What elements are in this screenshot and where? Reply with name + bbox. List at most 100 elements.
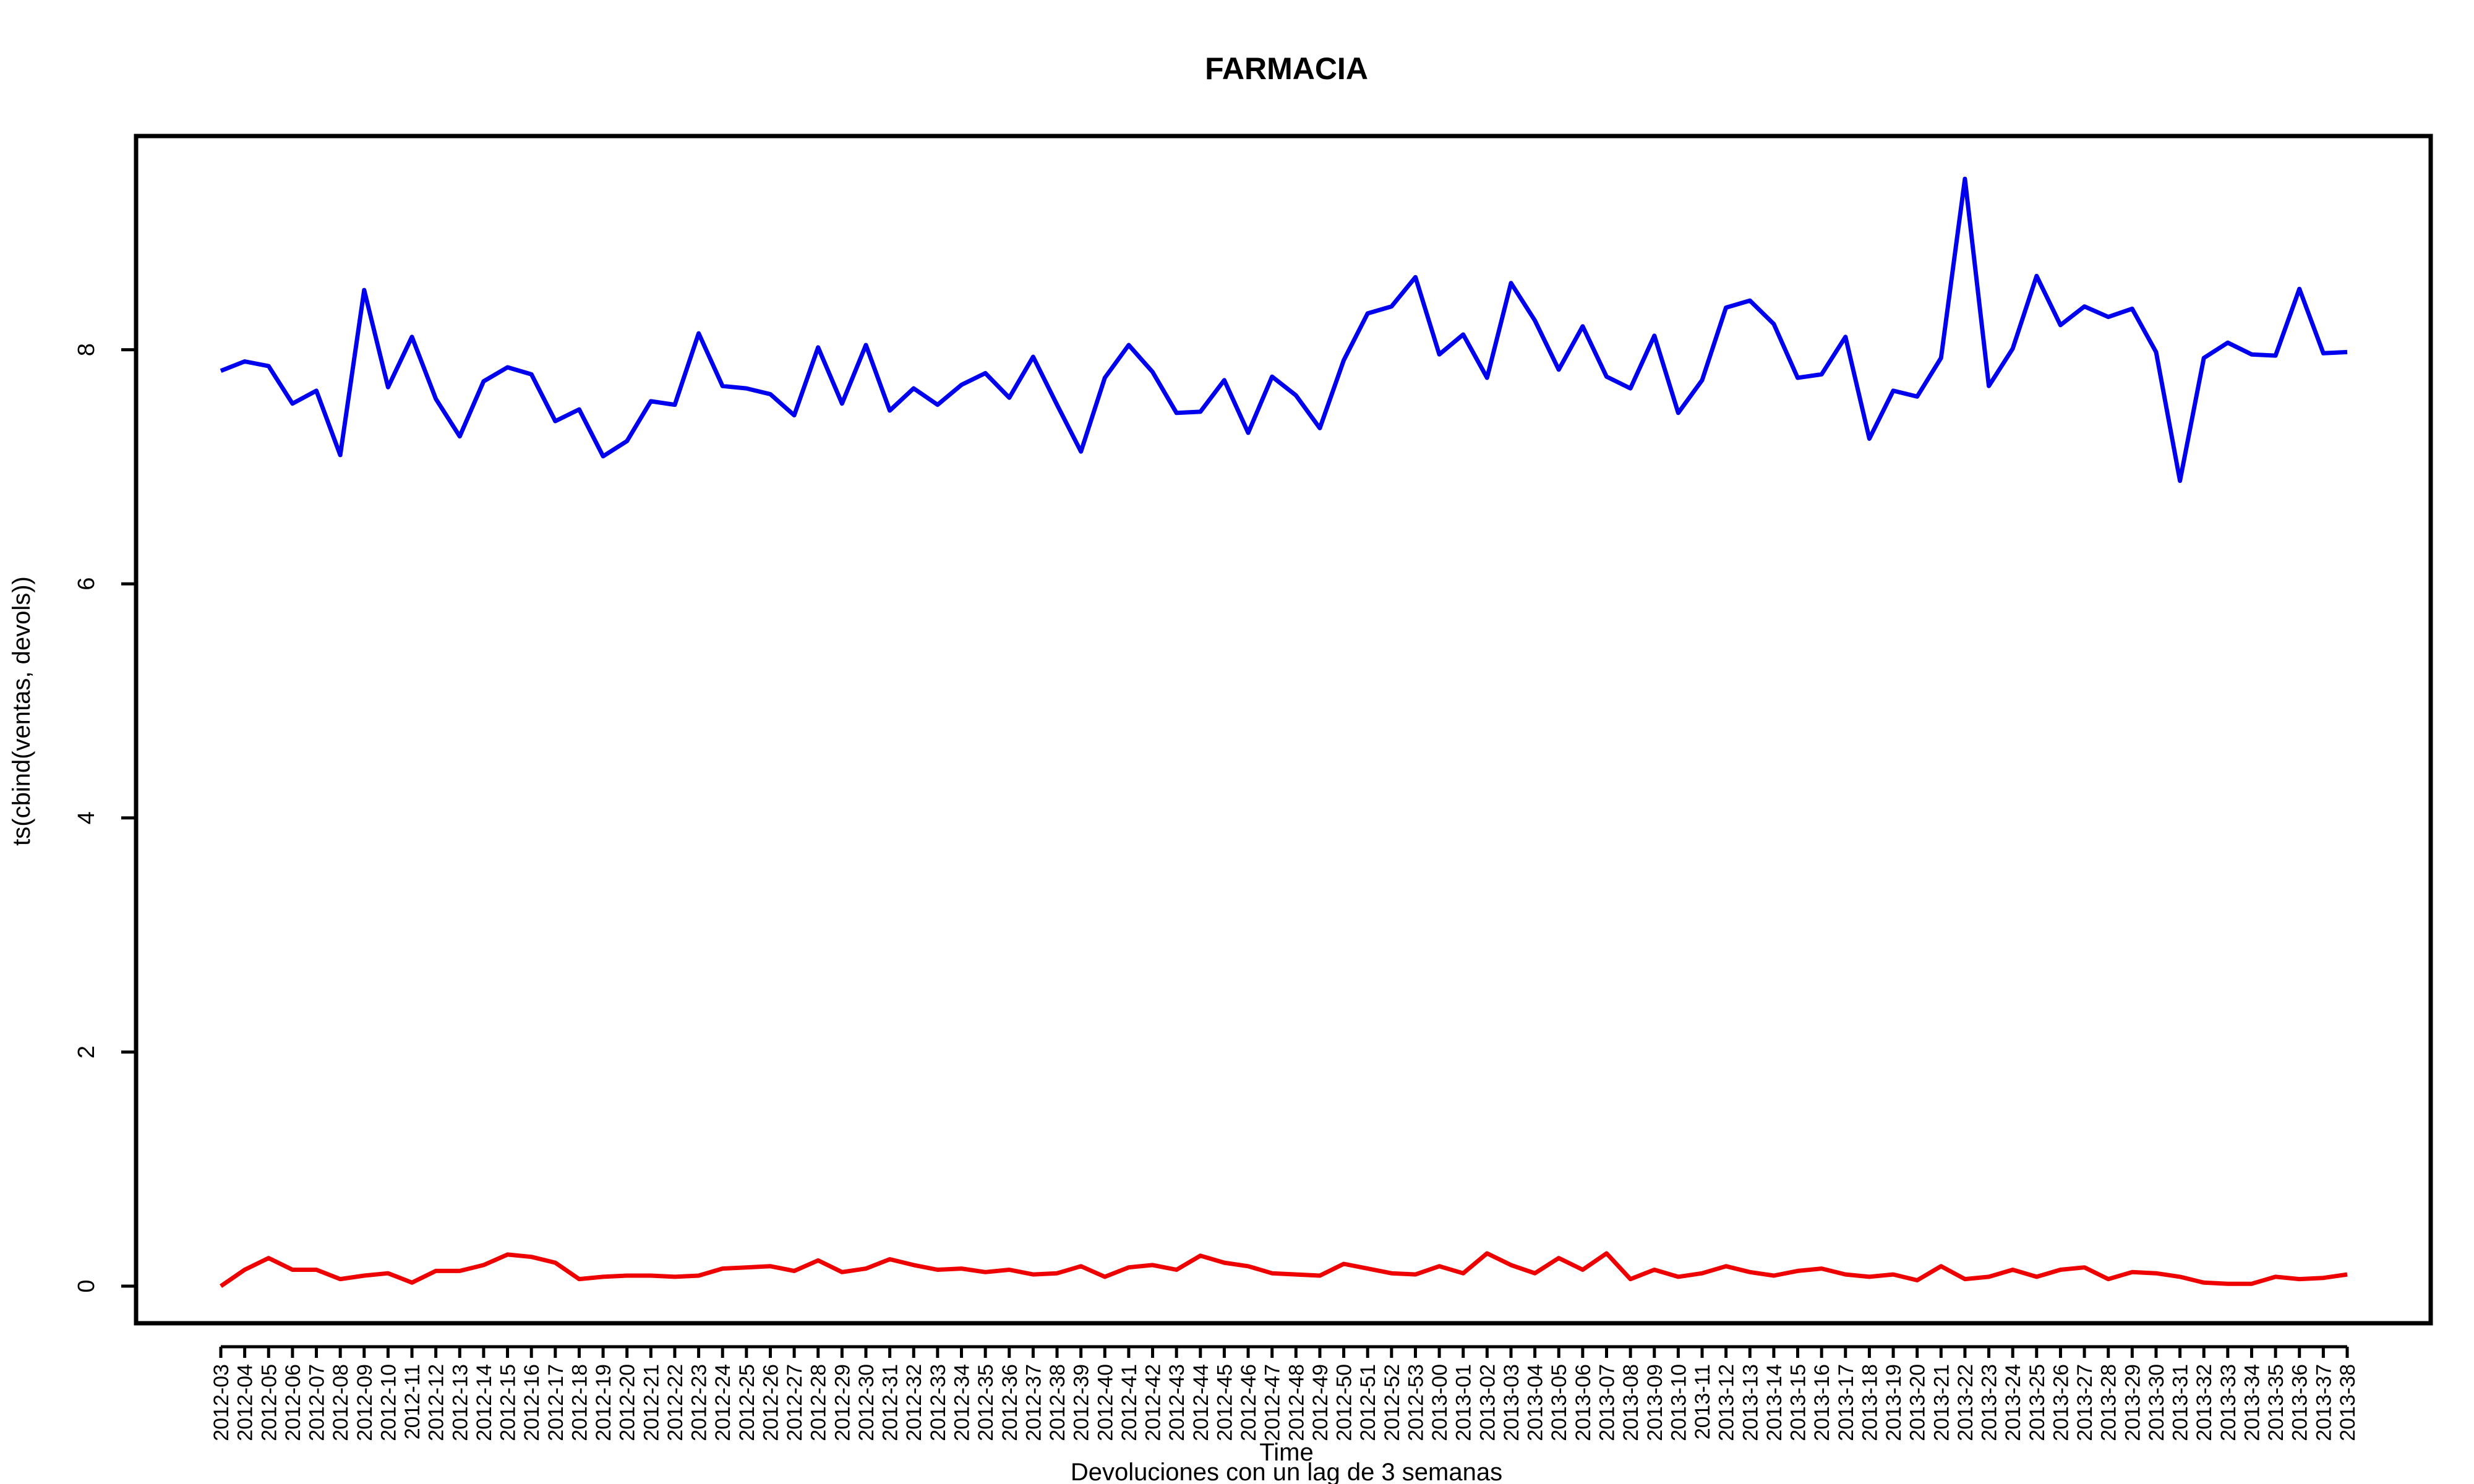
x-tick-label: 2012-20	[616, 1364, 640, 1441]
x-tick-label: 2013-25	[2026, 1364, 2049, 1441]
x-tick-label: 2012-28	[807, 1364, 831, 1441]
x-tick-label: 2012-18	[568, 1364, 591, 1441]
x-tick-label: 2013-13	[1739, 1364, 1762, 1441]
y-tick-label: 0	[74, 1279, 100, 1292]
x-tick-label: 2013-06	[1572, 1364, 1595, 1441]
x-tick-label: 2013-34	[2240, 1364, 2264, 1441]
x-tick-label: 2012-03	[210, 1364, 233, 1441]
x-tick-label: 2012-10	[377, 1364, 400, 1441]
x-tick-label: 2013-09	[1643, 1364, 1667, 1441]
x-tick-label: 2012-06	[281, 1364, 305, 1441]
x-tick-label: 2012-19	[592, 1364, 615, 1441]
x-tick-label: 2012-47	[1261, 1364, 1285, 1441]
x-tick-label: 2012-11	[401, 1364, 424, 1439]
x-tick-label: 2013-19	[1882, 1364, 1906, 1441]
x-tick-label: 2012-17	[544, 1364, 568, 1441]
x-tick-label: 2013-38	[2336, 1364, 2360, 1441]
chart-subtitle: Devoluciones con un lag de 3 semanas	[1071, 1459, 1502, 1484]
x-tick-label: 2012-33	[927, 1364, 950, 1441]
x-tick-label: 2012-29	[831, 1364, 854, 1441]
x-tick-label: 2013-29	[2121, 1364, 2144, 1441]
x-tick-label: 2012-52	[1380, 1364, 1404, 1441]
x-tick-label: 2012-35	[974, 1364, 998, 1441]
x-tick-label: 2013-37	[2312, 1364, 2335, 1441]
x-tick-label: 2012-48	[1285, 1364, 1308, 1441]
plot-frame	[134, 134, 2433, 1326]
x-tick-label: 2013-32	[2193, 1364, 2216, 1441]
x-tick-label: 2013-01	[1452, 1364, 1476, 1441]
x-tick-label: 2012-43	[1165, 1364, 1189, 1441]
y-tick-label: 6	[74, 578, 100, 591]
x-tick-label: 2012-15	[497, 1364, 520, 1441]
x-tick-label: 2012-21	[640, 1364, 663, 1441]
x-tick-label: 2012-13	[448, 1364, 472, 1441]
x-tick-label: 2012-24	[711, 1364, 735, 1441]
x-tick-label: 2013-18	[1858, 1364, 1881, 1441]
x-tick-label: 2013-30	[2145, 1364, 2168, 1441]
x-tick-label: 2012-31	[879, 1364, 902, 1441]
x-tick-label: 2012-42	[1142, 1364, 1165, 1441]
x-tick-label: 2012-36	[998, 1364, 1022, 1441]
x-tick-label: 2012-45	[1213, 1364, 1236, 1441]
x-tick-label: 2012-26	[759, 1364, 782, 1441]
x-tick-label: 2013-08	[1619, 1364, 1643, 1441]
x-tick-label: 2012-25	[735, 1364, 759, 1441]
x-tick-label: 2012-49	[1309, 1364, 1332, 1441]
x-tick-label: 2012-12	[425, 1364, 448, 1441]
x-tick-label: 2013-36	[2288, 1364, 2312, 1441]
x-tick-label: 2012-16	[520, 1364, 544, 1441]
x-tick-label: 2013-23	[1978, 1364, 2001, 1441]
x-tick-label: 2013-24	[2001, 1364, 2025, 1441]
series-line-1	[220, 176, 2348, 484]
x-tick-label: 2012-04	[234, 1364, 257, 1441]
x-tick-label: 2013-07	[1595, 1364, 1619, 1441]
x-tick-label: 2012-44	[1189, 1364, 1213, 1441]
x-tick-label: 2013-26	[2049, 1364, 2073, 1441]
series-layer	[220, 176, 2348, 1288]
x-tick-label: 2013-04	[1524, 1364, 1547, 1441]
x-tick-label: 2012-37	[1022, 1364, 1045, 1441]
x-axis-label: Time	[1259, 1439, 1313, 1466]
series-line-2	[220, 1251, 2348, 1288]
x-tick-label: 2012-30	[855, 1364, 878, 1441]
x-tick-label: 2013-20	[1906, 1364, 1930, 1441]
x-tick-label: 2013-16	[1810, 1364, 1834, 1441]
x-tick-label: 2013-31	[2169, 1364, 2193, 1441]
x-tick-label: 2013-00	[1428, 1364, 1452, 1441]
x-tick-label: 2013-27	[2073, 1364, 2097, 1441]
x-tick-label: 2013-22	[1954, 1364, 1977, 1441]
x-axis: 2012-03 2012-04 2012-05 2012-06 2012-07 2012-…	[210, 1345, 2360, 1441]
x-tick-label: 2012-09	[353, 1364, 377, 1441]
y-axis: 0 2 4 6 8	[74, 343, 136, 1293]
x-tick-label: 2013-21	[1930, 1364, 1953, 1441]
x-tick-label: 2012-27	[783, 1364, 807, 1441]
x-tick-label: 2013-05	[1547, 1364, 1571, 1441]
x-tick-label: 2013-15	[1787, 1364, 1810, 1441]
x-tick-label: 2012-07	[306, 1364, 329, 1441]
x-tick-label: 2012-53	[1404, 1364, 1427, 1441]
x-tick-label: 2012-39	[1070, 1364, 1094, 1441]
x-tick-label: 2013-17	[1834, 1364, 1858, 1441]
x-tick-label: 2013-28	[2097, 1364, 2121, 1441]
x-tick-label: 2013-03	[1500, 1364, 1523, 1441]
x-tick-label: 2013-14	[1763, 1364, 1786, 1441]
x-tick-label: 2013-12	[1715, 1364, 1739, 1441]
x-tick-label: 2012-32	[902, 1364, 926, 1441]
x-tick-label: 2012-41	[1118, 1364, 1141, 1441]
x-tick-label: 2013-02	[1476, 1364, 1499, 1441]
x-tick-label: 2012-23	[688, 1364, 711, 1441]
x-tick-label: 2012-14	[473, 1364, 496, 1441]
x-tick-label: 2013-10	[1667, 1364, 1690, 1441]
x-tick-label: 2012-38	[1046, 1364, 1069, 1441]
x-tick-label: 2012-08	[329, 1364, 353, 1441]
y-tick-label: 4	[74, 811, 100, 824]
x-tick-label: 2012-50	[1333, 1364, 1356, 1441]
x-tick-label: 2013-33	[2217, 1364, 2240, 1441]
x-tick-label: 2012-40	[1094, 1364, 1117, 1441]
x-tick-label: 2012-22	[664, 1364, 687, 1441]
x-tick-label: 2013-35	[2264, 1364, 2288, 1441]
y-tick-label: 2	[74, 1046, 100, 1059]
x-tick-label: 2012-34	[951, 1364, 974, 1441]
x-tick-label: 2013-11	[1691, 1364, 1714, 1439]
